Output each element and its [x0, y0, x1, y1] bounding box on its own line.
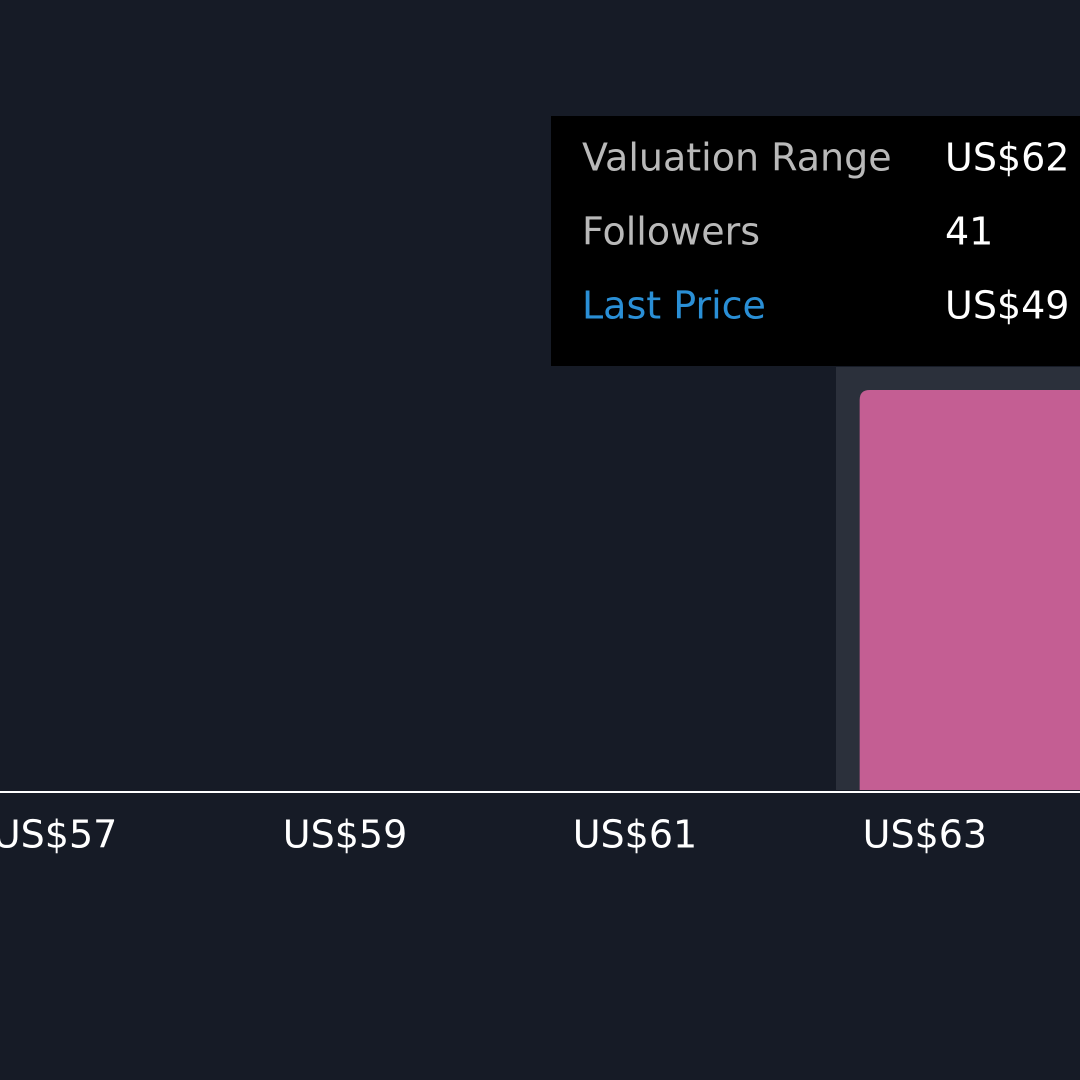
- tooltip-label: Followers: [582, 210, 760, 254]
- plot-area: US$57 US$59 US$61 US$63: [0, 367, 1080, 857]
- x-tick-label: US$63: [863, 813, 987, 857]
- tooltip-value: 41: [945, 210, 993, 254]
- bar: [859, 390, 1080, 790]
- x-tick-label: US$61: [573, 813, 697, 857]
- tooltip: Valuation Range US$62 Followers 41 Last Pric…: [551, 116, 1080, 366]
- x-tick-label: US$57: [0, 813, 117, 857]
- tooltip-label: Last Price: [582, 284, 766, 328]
- tooltip-label: Valuation Range: [582, 136, 892, 180]
- tooltip-value: US$49: [945, 284, 1069, 328]
- tooltip-value: US$62: [945, 136, 1069, 180]
- tooltip-box: [551, 116, 1080, 366]
- x-tick-label: US$59: [283, 813, 407, 857]
